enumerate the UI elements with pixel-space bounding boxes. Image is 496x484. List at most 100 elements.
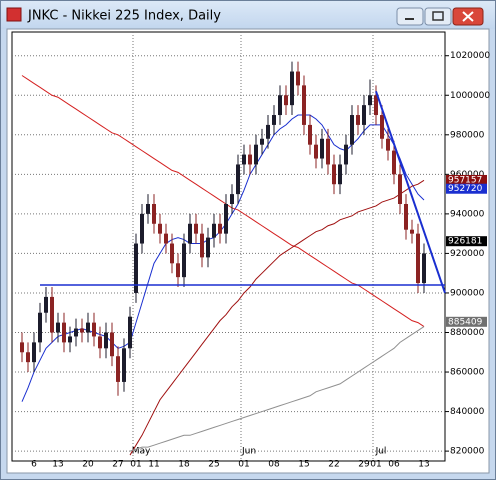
close-icon (462, 11, 474, 22)
candle-body (266, 124, 270, 139)
candle-body (38, 312, 42, 343)
y-tick-label: 820000 (450, 447, 485, 457)
x-tick-label: 25 (208, 460, 219, 470)
candle-body (140, 213, 144, 244)
candle-body (248, 154, 252, 165)
candle-body (380, 115, 384, 139)
candle-body (128, 316, 132, 349)
candle-body (176, 263, 180, 278)
candle-body (68, 336, 72, 343)
price-tag-label: 957157 (448, 175, 482, 185)
candle-body (254, 144, 258, 165)
candle-body (356, 115, 360, 125)
y-tick-label: 1020000 (450, 51, 490, 61)
candle-body (302, 85, 306, 125)
candle-body (206, 237, 210, 258)
candle-body (272, 115, 276, 125)
candle-body (392, 150, 396, 175)
candle-body (200, 233, 204, 258)
candle-body (332, 164, 336, 185)
plot-frame (11, 31, 446, 462)
candle-body (20, 342, 24, 353)
candle-body (404, 203, 408, 230)
plot: 820000 840000 860000 880000 900000 920000 9400… (11, 31, 490, 470)
candle-body (278, 95, 282, 116)
candle-body (86, 322, 90, 333)
candle-body (326, 138, 330, 165)
maximize-button[interactable] (424, 7, 452, 26)
indicator-line (129, 326, 425, 452)
candle-body (164, 233, 168, 244)
candle-body (338, 164, 342, 185)
candle-body (80, 328, 84, 333)
candle-body (290, 71, 294, 106)
candle-body (368, 95, 372, 106)
x-tick-label: 15 (298, 460, 309, 470)
candle-body (110, 332, 114, 357)
candle-body (410, 229, 414, 234)
x-tick-label: 20 (82, 460, 94, 470)
candle-body (386, 138, 390, 151)
y-tick-label: 840000 (450, 407, 485, 417)
x-tick-label: 08 (268, 460, 280, 470)
candle-body (242, 154, 246, 165)
y-tick-label: 980000 (450, 130, 485, 140)
candle-body (122, 348, 126, 382)
window-title: JNKC - Nikkei 225 Index, Daily (27, 9, 221, 24)
x-tick-label: 06 (388, 460, 400, 470)
candle-body (314, 144, 318, 159)
chart-area (6, 28, 490, 474)
month-label: Jun (241, 447, 256, 457)
price-tag (446, 236, 487, 247)
y-tick-label: 960000 (450, 170, 485, 180)
x-tick-label: 29 (358, 460, 370, 470)
price-tag (446, 316, 487, 327)
x-tick-label: 11 (148, 460, 159, 470)
maximize-icon (432, 11, 444, 21)
price-tag-label: 885409 (448, 317, 483, 327)
y-tick-label: 920000 (450, 249, 485, 259)
candle-body (74, 328, 78, 337)
candle-body (62, 322, 66, 343)
candle-body (56, 322, 60, 333)
x-tick-label: 18 (178, 460, 190, 470)
x-tick-label: 01 (130, 460, 141, 470)
candle-body (320, 138, 324, 159)
x-tick-label: 6 (31, 460, 37, 470)
candle-body (152, 203, 156, 224)
x-tick-label: 22 (328, 460, 339, 470)
y-tick-label: 900000 (450, 288, 485, 298)
month-label: Jul (375, 447, 387, 457)
candle-body (230, 194, 234, 204)
candle-body (284, 95, 288, 106)
x-tick-label: 01 (370, 460, 381, 470)
candle-body (98, 336, 102, 349)
candle-body (344, 144, 348, 165)
candle-body (170, 243, 174, 264)
x-tick-label: 01 (238, 460, 249, 470)
candle-body (50, 296, 54, 333)
y-tick-label: 940000 (450, 209, 485, 219)
minimize-button[interactable] (396, 7, 424, 26)
candle-body (224, 203, 228, 234)
x-tick-label: 13 (52, 460, 63, 470)
candle-body (182, 243, 186, 278)
price-tag-label: 926181 (448, 237, 482, 247)
candle-body (92, 322, 96, 337)
candle-body (296, 71, 300, 86)
candle-body (416, 233, 420, 284)
candle-body (104, 332, 108, 349)
candle-body (44, 296, 48, 313)
candle-body (134, 243, 138, 293)
y-tick-label: 880000 (450, 328, 485, 338)
indicator-line (129, 179, 425, 456)
x-tick-label: 27 (112, 460, 123, 470)
candle-body (374, 95, 378, 116)
x-tick-label: 13 (418, 460, 429, 470)
candle-body (350, 115, 354, 145)
candle-body (146, 203, 150, 214)
candle-body (422, 253, 426, 284)
price-tag (446, 183, 487, 194)
candle-body (362, 105, 366, 125)
